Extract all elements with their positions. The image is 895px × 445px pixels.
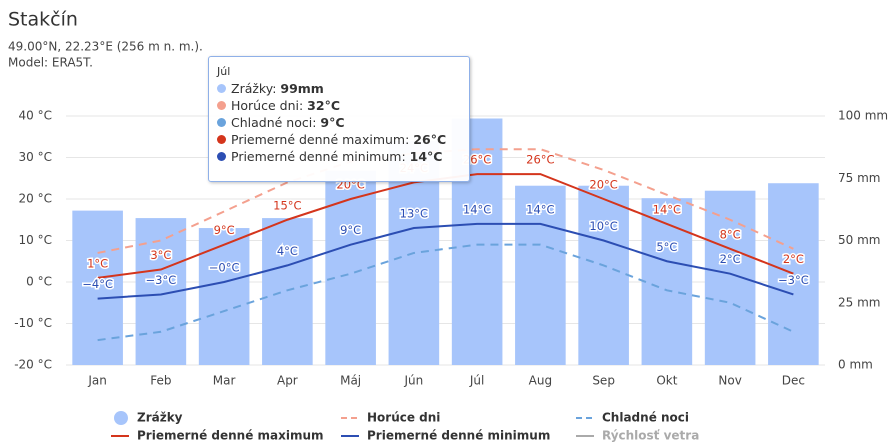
y-tick-label: 10 °C: [19, 233, 52, 247]
legend-label: Zrážky: [137, 411, 183, 425]
data-label: 4°C: [277, 244, 298, 258]
data-label: 14°C: [526, 202, 554, 216]
data-label: −4°C: [82, 277, 113, 291]
subtitle: Model: ERA5T.: [8, 56, 93, 70]
tooltip-label: Zrážky:: [231, 81, 281, 96]
data-label: 9°C: [214, 223, 235, 237]
tooltip-dot: [217, 84, 226, 93]
line: [97, 243, 794, 342]
y-tick-label: -20 °C: [14, 358, 52, 372]
subtitle: 49.00°N, 22.23°E (256 m n. m.).: [8, 40, 203, 54]
legend-label: Horúce dni: [367, 411, 440, 425]
data-label: 5°C: [656, 240, 677, 254]
data-label: 20°C: [589, 178, 617, 192]
bar: [198, 228, 250, 365]
tooltip-row: Chladné noci: 9°C: [217, 114, 461, 131]
tooltip-label: Horúce dni:: [231, 98, 308, 113]
grid: [66, 115, 825, 366]
tooltip: Júl Zrážky: 99mm Horúce dni: 32°C Chladné n…: [208, 56, 470, 182]
data-label: 13°C: [400, 207, 428, 221]
tooltip-label: Priemerné denné maximum:: [231, 132, 414, 147]
tooltip-dot: [217, 118, 226, 127]
data-label: 2°C: [783, 252, 804, 266]
tooltip-value: 9°C: [320, 115, 345, 130]
y2-tick-label: 50 mm: [838, 233, 880, 247]
tooltip-row: Priemerné denné maximum: 26°C: [217, 131, 461, 148]
y2-tick-label: 100 mm: [838, 109, 888, 123]
tooltip-value: 14°C: [409, 149, 443, 164]
bar: [262, 218, 313, 365]
tooltip-value: 99mm: [280, 81, 324, 96]
data-label: 10°C: [589, 219, 617, 233]
y2-tick-label: 0 mm: [838, 358, 873, 372]
y-tick-label: 20 °C: [19, 192, 52, 206]
data-label: −0°C: [209, 261, 240, 275]
data-label: −3°C: [146, 273, 177, 287]
x-tick-label: Jún: [404, 374, 424, 388]
x-tick-label: Dec: [782, 374, 805, 388]
x-tick-label: Feb: [150, 374, 171, 388]
y-tick-label: 0 °C: [26, 275, 52, 289]
bar: [704, 190, 756, 365]
x-tick-label: Máj: [340, 374, 361, 388]
legend-label: Priemerné denné minimum: [367, 429, 550, 443]
bar: [515, 185, 566, 365]
data-label: 3°C: [150, 248, 171, 262]
data-label: 2°C: [720, 252, 741, 266]
data-label: −3°C: [778, 273, 809, 287]
tooltip-value: 26°C: [413, 132, 447, 147]
data-label: 1°C: [87, 256, 108, 270]
data-label: 14°C: [653, 202, 681, 216]
data-label: 14°C: [463, 202, 491, 216]
data-label: 9°C: [340, 223, 361, 237]
line: [97, 222, 794, 300]
x-tick-label: Nov: [718, 374, 741, 388]
tooltip-row: Zrážky: 99mm: [217, 80, 461, 97]
tooltip-row: Horúce dni: 32°C: [217, 97, 461, 114]
y2-tick-label: 75 mm: [838, 171, 880, 185]
tooltip-title: Júl: [217, 65, 231, 78]
tooltip-label: Priemerné denné minimum:: [231, 149, 410, 164]
x-tick-label: Mar: [213, 374, 236, 388]
x-tick-label: Jan: [87, 374, 107, 388]
x-tick-label: Apr: [277, 374, 298, 388]
tooltip-dot: [217, 101, 226, 110]
data-label: 8°C: [720, 227, 741, 241]
x-tick-label: Okt: [656, 374, 677, 388]
legend-label: Rýchlosť vetra: [602, 429, 699, 443]
y-tick-label: 30 °C: [19, 150, 52, 164]
tooltip-row: Priemerné denné minimum: 14°C: [217, 148, 461, 165]
x-tick-label: Sep: [592, 374, 615, 388]
x-tick-label: Júl: [469, 374, 484, 388]
tooltip-value: 32°C: [307, 98, 340, 113]
bar: [578, 185, 629, 365]
y-tick-label: -10 °C: [14, 316, 52, 330]
bar: [641, 198, 693, 365]
legend-label: Chladné noci: [602, 411, 689, 425]
data-label: 15°C: [273, 198, 301, 212]
data-label: 26°C: [526, 153, 554, 167]
y2-tick-label: 25 mm: [838, 295, 880, 309]
x-tick-label: Aug: [529, 374, 552, 388]
legend-symbol: [114, 411, 128, 425]
bar: [768, 183, 819, 365]
tooltip-dot: [217, 135, 226, 144]
legend-label: Priemerné denné maximum: [137, 429, 324, 443]
chart-title: Stakčín: [8, 9, 78, 31]
y-tick-label: 40 °C: [19, 109, 52, 123]
tooltip-dot: [217, 152, 226, 161]
tooltip-label: Chladné noci:: [231, 115, 321, 130]
